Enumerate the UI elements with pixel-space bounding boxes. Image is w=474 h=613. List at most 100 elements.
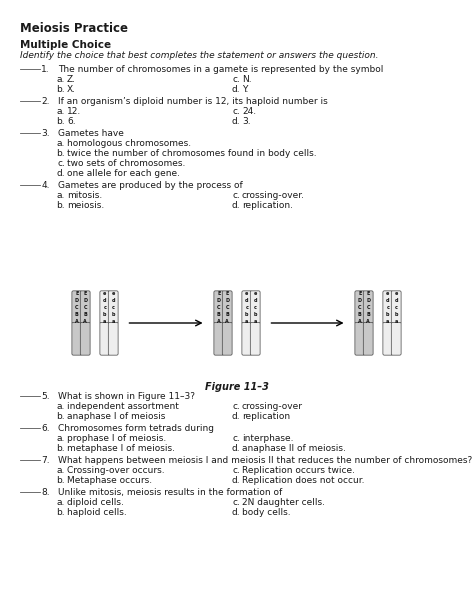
Text: e: e: [103, 291, 107, 295]
Text: crossing-over: crossing-over: [242, 402, 303, 411]
Text: interphase.: interphase.: [242, 434, 293, 443]
Text: d.: d.: [231, 85, 240, 94]
Text: a.: a.: [56, 191, 65, 200]
FancyBboxPatch shape: [72, 322, 82, 355]
Text: anaphase II of meiosis.: anaphase II of meiosis.: [242, 444, 346, 453]
FancyBboxPatch shape: [108, 291, 118, 324]
Text: What is shown in Figure 11–3?: What is shown in Figure 11–3?: [58, 392, 195, 401]
Text: d.: d.: [56, 169, 65, 178]
Text: d: d: [394, 298, 398, 303]
Text: A: A: [225, 319, 229, 324]
FancyBboxPatch shape: [383, 322, 392, 355]
Text: c.: c.: [232, 402, 240, 411]
Text: twice the number of chromosomes found in body cells.: twice the number of chromosomes found in…: [67, 149, 317, 158]
Text: metaphase I of meiosis.: metaphase I of meiosis.: [67, 444, 175, 453]
Text: d: d: [103, 298, 107, 303]
Text: D: D: [225, 298, 229, 303]
Text: C: C: [75, 305, 79, 310]
Text: Z.: Z.: [67, 75, 76, 84]
Text: 3.: 3.: [41, 129, 50, 138]
Text: 2.: 2.: [42, 97, 50, 106]
FancyBboxPatch shape: [72, 291, 82, 324]
Text: 6.: 6.: [67, 117, 76, 126]
FancyBboxPatch shape: [214, 322, 224, 355]
Text: Metaphase occurs.: Metaphase occurs.: [67, 476, 152, 485]
FancyBboxPatch shape: [108, 322, 118, 355]
Text: X.: X.: [67, 85, 76, 94]
Text: e: e: [386, 291, 390, 295]
Text: 12.: 12.: [67, 107, 81, 116]
FancyBboxPatch shape: [242, 291, 252, 324]
Text: c: c: [246, 305, 248, 310]
FancyBboxPatch shape: [250, 322, 260, 355]
FancyBboxPatch shape: [355, 291, 365, 324]
Text: Replication does not occur.: Replication does not occur.: [242, 476, 365, 485]
Text: d: d: [245, 298, 248, 303]
Text: A: A: [366, 319, 370, 324]
Text: A: A: [358, 319, 362, 324]
Text: b: b: [103, 312, 107, 317]
Text: Identify the choice that best completes the statement or answers the question.: Identify the choice that best completes …: [20, 51, 379, 60]
Text: one allele for each gene.: one allele for each gene.: [67, 169, 180, 178]
Text: e: e: [394, 291, 398, 295]
Text: The number of chromosomes in a gamete is represented by the symbol: The number of chromosomes in a gamete is…: [58, 65, 383, 74]
Text: A: A: [75, 319, 79, 324]
Text: Y.: Y.: [242, 85, 248, 94]
Text: C: C: [83, 305, 87, 310]
Text: Replication occurs twice.: Replication occurs twice.: [242, 466, 355, 475]
Text: d.: d.: [231, 508, 240, 517]
Text: E: E: [83, 291, 87, 295]
Text: 5.: 5.: [41, 392, 50, 401]
Text: B: B: [358, 312, 362, 317]
Text: d.: d.: [231, 412, 240, 421]
Text: meiosis.: meiosis.: [67, 201, 104, 210]
Text: c: c: [386, 305, 389, 310]
Text: c: c: [254, 305, 256, 310]
FancyBboxPatch shape: [383, 291, 392, 324]
Text: body cells.: body cells.: [242, 508, 291, 517]
Text: b.: b.: [56, 85, 65, 94]
Text: B: B: [83, 312, 87, 317]
Text: c.: c.: [232, 191, 240, 200]
Text: a.: a.: [56, 107, 65, 116]
Text: homologous chromosomes.: homologous chromosomes.: [67, 139, 191, 148]
Text: e: e: [245, 291, 248, 295]
Text: diploid cells.: diploid cells.: [67, 498, 124, 507]
Text: c.: c.: [232, 107, 240, 116]
Text: Gametes have: Gametes have: [58, 129, 124, 138]
FancyBboxPatch shape: [363, 322, 373, 355]
Text: E: E: [75, 291, 79, 295]
Text: b: b: [111, 312, 115, 317]
Text: b.: b.: [56, 444, 65, 453]
Text: c.: c.: [232, 434, 240, 443]
FancyBboxPatch shape: [392, 291, 401, 324]
FancyBboxPatch shape: [250, 291, 260, 324]
Text: C: C: [226, 305, 229, 310]
Text: d.: d.: [231, 117, 240, 126]
FancyBboxPatch shape: [355, 322, 365, 355]
Text: b: b: [394, 312, 398, 317]
Text: b: b: [254, 312, 257, 317]
Text: d: d: [111, 298, 115, 303]
Text: c.: c.: [232, 466, 240, 475]
Text: 8.: 8.: [41, 488, 50, 497]
Text: b: b: [245, 312, 248, 317]
Text: Multiple Choice: Multiple Choice: [20, 40, 111, 50]
Text: a: a: [386, 319, 390, 324]
Text: c: c: [395, 305, 398, 310]
Text: independent assortment: independent assortment: [67, 402, 179, 411]
Text: E: E: [217, 291, 220, 295]
FancyBboxPatch shape: [80, 322, 90, 355]
Text: A: A: [217, 319, 221, 324]
Text: prophase I of meiosis.: prophase I of meiosis.: [67, 434, 166, 443]
Text: E: E: [366, 291, 370, 295]
Text: a.: a.: [56, 402, 65, 411]
Text: 4.: 4.: [42, 181, 50, 190]
Text: C: C: [366, 305, 370, 310]
Text: c.: c.: [232, 498, 240, 507]
Text: a: a: [245, 319, 248, 324]
Text: Unlike mitosis, meiosis results in the formation of: Unlike mitosis, meiosis results in the f…: [58, 488, 282, 497]
Text: Figure 11–3: Figure 11–3: [205, 382, 269, 392]
Text: 3.: 3.: [242, 117, 251, 126]
Text: b: b: [386, 312, 390, 317]
